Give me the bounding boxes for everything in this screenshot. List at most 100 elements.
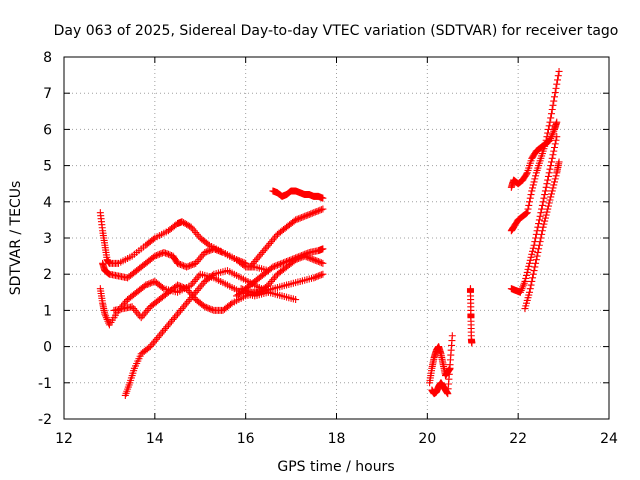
data-point (160, 326, 168, 334)
y-tick-label: 8 (43, 50, 52, 66)
data-point (152, 335, 160, 343)
data-point (522, 274, 530, 282)
data-point (192, 259, 200, 267)
data-point (313, 273, 321, 281)
data-point (544, 205, 552, 213)
data-point (540, 194, 548, 202)
data-point (178, 305, 186, 313)
series-arc-i (269, 187, 327, 202)
data-point (164, 321, 172, 329)
data-point (540, 220, 548, 228)
data-point (317, 271, 325, 279)
data-point (207, 305, 215, 313)
data-point (242, 286, 250, 294)
data-point (189, 292, 197, 300)
data-point (269, 263, 277, 271)
data-point (526, 259, 534, 267)
data-point (122, 297, 130, 305)
data-point (541, 217, 549, 225)
data-point (538, 205, 546, 213)
data-point (531, 175, 539, 183)
data-point (536, 238, 544, 246)
data-point (227, 300, 235, 308)
data-point (175, 260, 183, 268)
data-point (134, 310, 142, 318)
data-point (544, 125, 552, 133)
y-tick-label: 5 (43, 159, 52, 175)
series-arc-n (507, 67, 563, 235)
data-point (526, 198, 534, 206)
data-point (316, 258, 324, 266)
data-point (246, 263, 254, 271)
data-point (545, 199, 553, 207)
data-point (169, 315, 177, 323)
data-point (193, 274, 201, 282)
data-point (196, 283, 204, 291)
data-point (270, 234, 278, 242)
data-point (213, 246, 221, 254)
data-point (535, 245, 543, 253)
data-point (263, 282, 271, 290)
data-point (177, 306, 185, 314)
data-point (276, 260, 284, 268)
data-point (551, 93, 558, 101)
data-point (549, 151, 557, 159)
x-tick-label: 16 (237, 431, 255, 447)
data-point (295, 255, 303, 263)
data-point (554, 76, 562, 84)
data-point (161, 325, 169, 332)
data-point (140, 310, 148, 318)
data-point (296, 254, 304, 262)
data-point (547, 162, 555, 170)
data-point (204, 304, 212, 312)
data-point (172, 312, 180, 320)
x-tick-label: 20 (418, 431, 436, 447)
data-point (532, 172, 540, 180)
data-point (166, 251, 174, 259)
data-point (548, 105, 556, 113)
chart-title: Day 063 of 2025, Sidereal Day-to-day VTE… (54, 23, 619, 39)
data-point (237, 285, 245, 293)
data-point (319, 205, 327, 213)
data-point (530, 178, 538, 186)
data-point (314, 258, 322, 266)
data-point (522, 271, 530, 279)
data-point (260, 247, 268, 255)
data-point (522, 170, 530, 178)
data-point (151, 337, 159, 345)
data-point (151, 252, 159, 260)
data-point (301, 212, 309, 220)
data-point (543, 133, 551, 141)
data-point (190, 277, 198, 285)
data-point (551, 140, 559, 148)
data-point (527, 281, 535, 289)
data-point (552, 172, 560, 180)
data-point (311, 208, 319, 216)
data-point (313, 257, 321, 265)
data-point (264, 241, 272, 249)
data-point (234, 256, 242, 264)
data-point (137, 314, 145, 322)
data-point (551, 178, 558, 186)
data-point (311, 256, 319, 264)
data-point (171, 314, 179, 322)
y-tick-label: 7 (43, 86, 52, 102)
data-point (239, 258, 247, 266)
data-point (528, 250, 536, 258)
data-point (538, 230, 546, 238)
data-point (307, 210, 315, 218)
data-point (278, 259, 286, 267)
data-point (553, 133, 561, 141)
y-tick-label: 6 (43, 122, 52, 138)
data-point (534, 248, 542, 256)
data-point (133, 308, 141, 316)
data-point (529, 270, 537, 278)
data-point (305, 254, 313, 262)
data-point (317, 206, 325, 214)
data-point (316, 271, 324, 279)
data-point (532, 259, 540, 267)
data-point (533, 252, 541, 260)
data-point (189, 261, 197, 269)
series-arc-p (521, 158, 563, 313)
